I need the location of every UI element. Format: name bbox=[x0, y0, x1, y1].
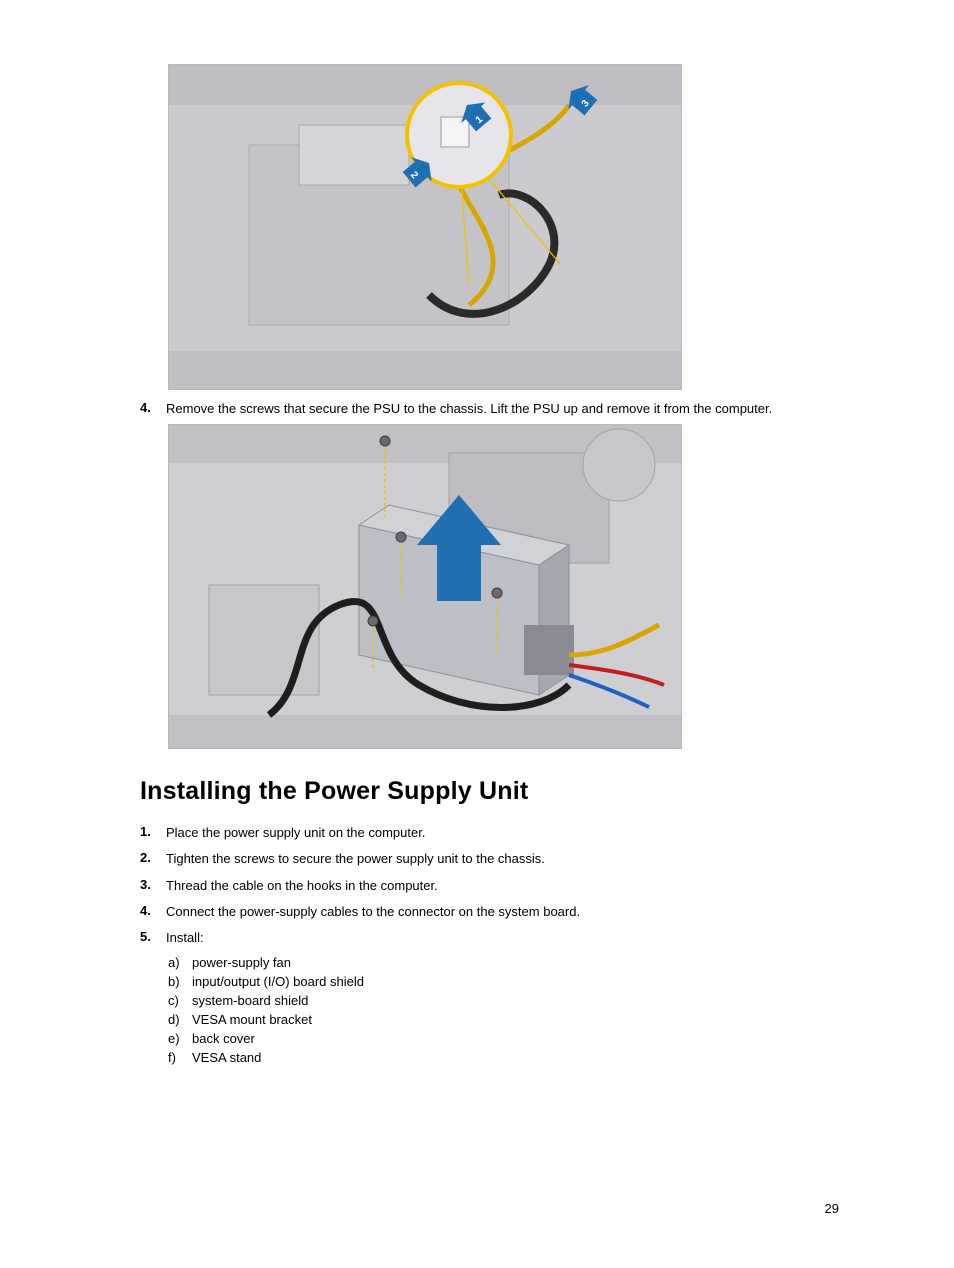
step-text: Install: bbox=[166, 929, 204, 947]
install-sub-e: e) back cover bbox=[168, 1031, 839, 1046]
step-number: 5. bbox=[140, 929, 166, 944]
step-text: Thread the cable on the hooks in the com… bbox=[166, 877, 438, 895]
step-number: 3. bbox=[140, 877, 166, 892]
step-number: 2. bbox=[140, 850, 166, 865]
figure-psu-cables-image: 1 2 3 bbox=[168, 64, 682, 390]
step-text: Remove the screws that secure the PSU to… bbox=[166, 400, 772, 418]
install-sub-b: b) input/output (I/O) board shield bbox=[168, 974, 839, 989]
step-text: Tighten the screws to secure the power s… bbox=[166, 850, 545, 868]
install-sub-f: f) VESA stand bbox=[168, 1050, 839, 1065]
sub-text: power-supply fan bbox=[192, 955, 291, 970]
sub-letter: c) bbox=[168, 993, 192, 1008]
step-text: Place the power supply unit on the compu… bbox=[166, 824, 425, 842]
figure-psu-screws bbox=[168, 424, 839, 749]
install-step-4: 4. Connect the power-supply cables to th… bbox=[140, 903, 839, 921]
step-number: 1. bbox=[140, 824, 166, 839]
sub-text: system-board shield bbox=[192, 993, 308, 1008]
figure-psu-cables: 1 2 3 bbox=[168, 64, 839, 390]
sub-letter: a) bbox=[168, 955, 192, 970]
removal-step-4: 4. Remove the screws that secure the PSU… bbox=[140, 400, 839, 418]
install-step-1: 1. Place the power supply unit on the co… bbox=[140, 824, 839, 842]
sub-text: VESA mount bracket bbox=[192, 1012, 312, 1027]
figure-psu-screws-image bbox=[168, 424, 682, 749]
sub-text: VESA stand bbox=[192, 1050, 261, 1065]
step-text: Connect the power-supply cables to the c… bbox=[166, 903, 580, 921]
sub-letter: d) bbox=[168, 1012, 192, 1027]
step-number: 4. bbox=[140, 903, 166, 918]
sub-letter: f) bbox=[168, 1050, 192, 1065]
install-step-5: 5. Install: bbox=[140, 929, 839, 947]
install-step-2: 2. Tighten the screws to secure the powe… bbox=[140, 850, 839, 868]
install-sub-a: a) power-supply fan bbox=[168, 955, 839, 970]
sub-letter: e) bbox=[168, 1031, 192, 1046]
sub-text: input/output (I/O) board shield bbox=[192, 974, 364, 989]
section-heading-installing-psu: Installing the Power Supply Unit bbox=[140, 777, 839, 806]
install-sub-c: c) system-board shield bbox=[168, 993, 839, 1008]
sub-text: back cover bbox=[192, 1031, 255, 1046]
install-sub-d: d) VESA mount bracket bbox=[168, 1012, 839, 1027]
sub-letter: b) bbox=[168, 974, 192, 989]
install-step-3: 3. Thread the cable on the hooks in the … bbox=[140, 877, 839, 895]
install-steps-list: 1. Place the power supply unit on the co… bbox=[140, 824, 839, 1065]
page: 1 2 3 4. Remove the screws that secure t… bbox=[0, 0, 954, 1268]
page-number: 29 bbox=[825, 1201, 839, 1216]
install-sublist: a) power-supply fan b) input/output (I/O… bbox=[168, 955, 839, 1065]
step-number: 4. bbox=[140, 400, 166, 415]
